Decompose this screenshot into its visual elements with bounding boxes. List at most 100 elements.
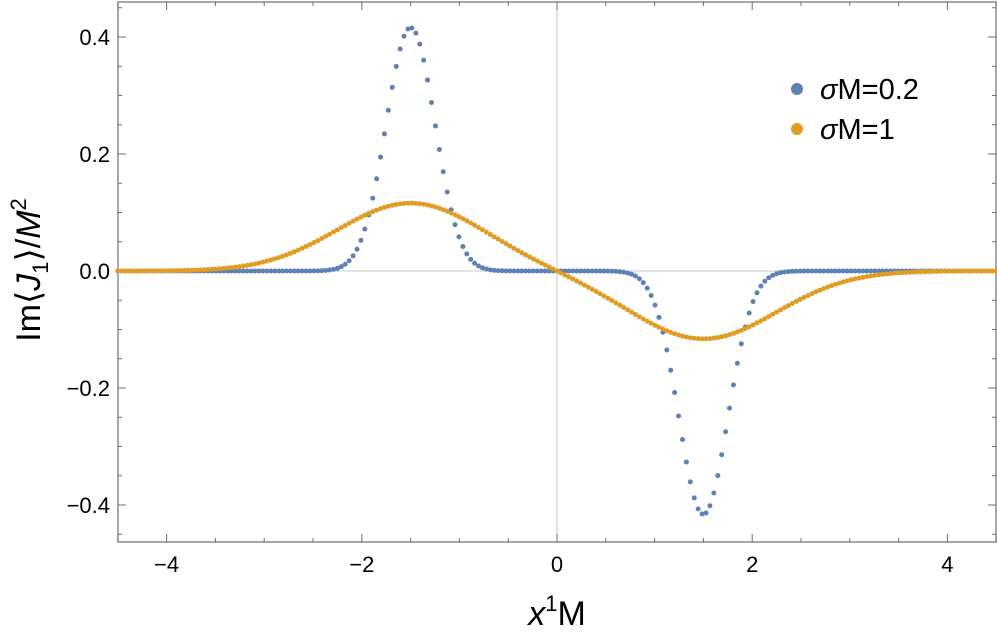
- data-point-series-1: [460, 244, 466, 249]
- data-point-series-2: [778, 307, 784, 313]
- data-point-series-1: [821, 268, 827, 274]
- data-point-series-2: [813, 289, 819, 295]
- data-point-series-1: [374, 176, 380, 182]
- data-point-series-2: [303, 244, 309, 250]
- data-point-series-1: [632, 273, 638, 279]
- data-point-series-1: [530, 268, 536, 274]
- data-point-series-1: [350, 253, 356, 259]
- data-point-series-2: [974, 268, 980, 274]
- y-tick-label: 0.0: [79, 259, 110, 284]
- data-point-series-1: [644, 285, 650, 291]
- data-point-series-1: [766, 275, 772, 281]
- data-point-series-2: [809, 291, 815, 297]
- data-point-series-2: [507, 243, 513, 249]
- data-point-series-2: [954, 268, 960, 274]
- data-point-series-1: [809, 268, 815, 274]
- data-point-series-2: [338, 225, 344, 231]
- data-point-series-2: [648, 320, 654, 326]
- data-point-series-2: [362, 212, 368, 218]
- data-point-series-2: [134, 268, 140, 274]
- data-point-series-2: [205, 267, 211, 273]
- data-point-series-1: [397, 46, 403, 52]
- data-point-series-1: [668, 367, 674, 373]
- data-point-series-2: [609, 298, 615, 304]
- data-point-series-2: [597, 291, 603, 297]
- data-point-series-2: [127, 268, 133, 274]
- data-point-series-2: [421, 201, 427, 207]
- data-point-series-2: [256, 260, 262, 266]
- data-point-series-2: [605, 295, 611, 301]
- data-point-series-2: [585, 284, 591, 290]
- data-point-series-2: [209, 266, 215, 272]
- data-point-series-1: [613, 268, 619, 274]
- data-point-series-2: [844, 278, 850, 284]
- data-point-series-2: [856, 275, 862, 281]
- data-point-series-2: [683, 334, 689, 340]
- data-points: [115, 25, 997, 517]
- data-point-series-1: [413, 30, 419, 36]
- data-point-series-2: [499, 238, 505, 244]
- data-point-series-1: [597, 268, 603, 274]
- data-point-series-2: [727, 332, 733, 338]
- data-point-series-2: [527, 254, 533, 260]
- data-point-series-2: [299, 245, 305, 251]
- data-point-series-2: [687, 335, 693, 341]
- data-point-series-1: [829, 268, 834, 274]
- data-point-series-2: [746, 324, 752, 330]
- data-point-series-2: [966, 268, 972, 274]
- data-point-series-2: [860, 274, 866, 280]
- data-point-series-2: [617, 302, 623, 308]
- data-point-series-2: [558, 270, 564, 276]
- data-point-series-2: [464, 218, 470, 224]
- data-point-series-1: [283, 268, 289, 274]
- data-point-series-2: [276, 255, 282, 261]
- data-point-series-2: [291, 249, 297, 255]
- data-point-series-1: [511, 268, 517, 274]
- data-point-series-1: [648, 293, 654, 298]
- data-point-series-2: [754, 320, 760, 326]
- data-point-series-2: [770, 311, 776, 317]
- data-point-series-2: [887, 271, 893, 277]
- data-point-series-2: [119, 268, 125, 274]
- data-point-series-1: [699, 511, 705, 517]
- data-point-series-1: [625, 270, 631, 276]
- data-point-series-2: [429, 203, 435, 209]
- data-point-series-1: [323, 267, 329, 273]
- data-point-series-2: [483, 229, 489, 235]
- data-point-series-2: [715, 335, 721, 341]
- legend: σM=0.2 σM=1: [791, 74, 919, 146]
- data-point-series-2: [252, 261, 258, 267]
- data-point-series-1: [719, 452, 725, 458]
- data-point-series-1: [570, 268, 576, 274]
- data-point-series-2: [523, 252, 529, 258]
- data-point-series-1: [334, 265, 340, 271]
- data-point-series-2: [491, 234, 497, 240]
- data-point-series-2: [903, 269, 909, 275]
- data-point-series-2: [409, 200, 415, 206]
- data-point-series-2: [985, 268, 991, 274]
- data-point-series-1: [825, 268, 831, 274]
- data-point-series-2: [621, 305, 627, 311]
- data-point-series-1: [805, 268, 811, 274]
- data-point-series-1: [578, 268, 584, 274]
- data-point-series-2: [566, 274, 572, 280]
- data-point-series-2: [832, 281, 838, 287]
- data-point-series-2: [374, 207, 380, 213]
- data-point-series-2: [793, 298, 799, 304]
- data-point-series-1: [268, 268, 274, 274]
- data-point-series-2: [378, 206, 384, 212]
- data-point-series-1: [436, 146, 442, 152]
- data-point-series-1: [581, 268, 587, 274]
- data-point-series-2: [232, 264, 238, 270]
- data-point-series-1: [793, 268, 799, 274]
- data-point-series-2: [397, 201, 403, 207]
- data-point-series-2: [436, 205, 442, 211]
- data-point-series-2: [185, 267, 191, 273]
- data-point-series-2: [425, 202, 431, 208]
- data-point-series-1: [311, 268, 317, 274]
- data-point-series-1: [248, 268, 254, 274]
- data-point-series-2: [836, 280, 842, 286]
- data-point-series-2: [613, 300, 619, 306]
- data-point-series-1: [315, 268, 321, 274]
- data-point-series-2: [197, 267, 203, 273]
